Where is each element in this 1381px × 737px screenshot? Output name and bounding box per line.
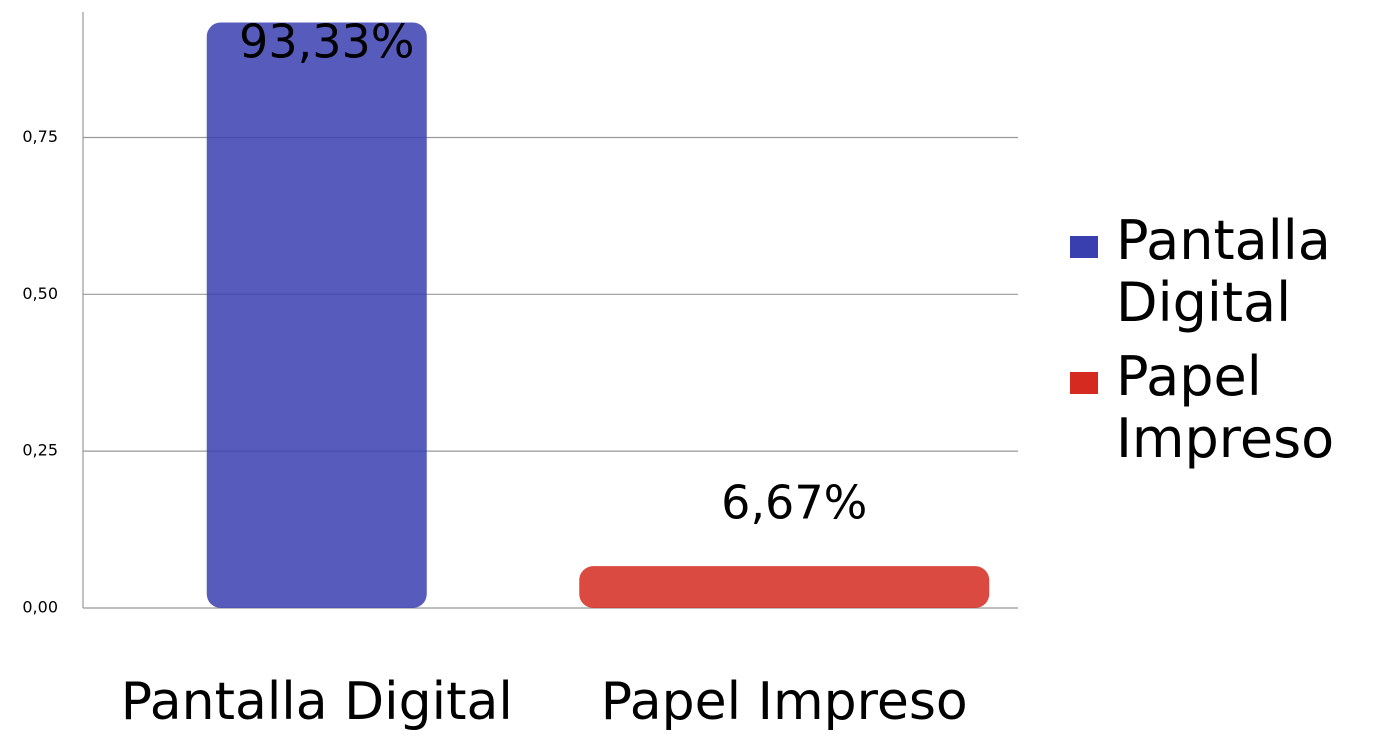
bar: [579, 566, 990, 608]
y-tick-label: 0,75: [22, 127, 58, 146]
legend-label: Papel Impreso: [1116, 345, 1335, 470]
legend-item: Papel Impreso: [1070, 346, 1370, 470]
value-label: 93,33%: [239, 15, 414, 69]
y-tick-label: 0,50: [22, 284, 58, 303]
legend: Pantalla Digital Papel Impreso: [1070, 210, 1370, 482]
legend-swatch: [1070, 236, 1098, 258]
y-tick-label: 0,00: [22, 598, 58, 617]
legend-label: Pantalla Digital: [1116, 209, 1331, 334]
legend-item: Pantalla Digital: [1070, 210, 1370, 334]
y-tick-label: 0,25: [22, 441, 58, 460]
legend-swatch: [1070, 372, 1098, 394]
value-label: 6,67%: [721, 476, 867, 530]
bar: [206, 22, 427, 609]
x-tick-label: Pantalla Digital: [121, 672, 513, 732]
x-tick-label: Papel Impreso: [601, 672, 968, 732]
